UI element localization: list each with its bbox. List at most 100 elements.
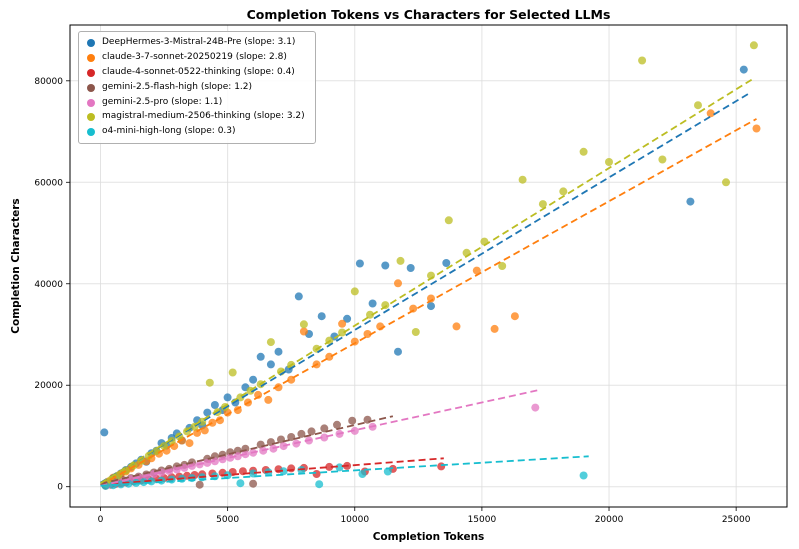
y-tick-label: 20000 (34, 381, 63, 391)
data-point (249, 479, 258, 488)
data-point (236, 479, 245, 488)
data-point (297, 429, 306, 438)
trend-line (100, 77, 755, 484)
data-point (411, 328, 420, 336)
data-point (605, 158, 613, 166)
legend-label: claude-3-7-sonnet-20250219 (slope: 2.8) (102, 51, 287, 62)
data-point (531, 403, 540, 412)
data-point (266, 338, 275, 347)
legend-marker-icon (87, 83, 95, 92)
data-point (320, 433, 329, 442)
data-point (335, 463, 344, 472)
data-point (706, 109, 715, 118)
data-point (658, 155, 667, 164)
trend-line (100, 118, 757, 486)
legend-label: gemini-2.5-pro (slope: 1.1) (102, 96, 223, 107)
data-point (200, 426, 209, 435)
data-point (287, 433, 296, 441)
trend-line (100, 455, 589, 487)
data-point (228, 368, 237, 377)
y-tick-label: 40000 (34, 280, 63, 290)
data-point (299, 320, 308, 329)
data-point (427, 302, 435, 311)
data-point (579, 471, 588, 480)
legend-marker-icon (87, 113, 95, 122)
legend-label: magistral-medium-2506-thinking (slope: 3… (102, 111, 305, 122)
data-point (538, 200, 547, 209)
data-point (409, 304, 418, 313)
data-point (579, 147, 588, 156)
data-point (368, 299, 377, 308)
data-point (287, 464, 296, 473)
legend: DeepHermes-3-Mistral-24B-Pre (slope: 3.1… (78, 31, 316, 145)
data-point (394, 347, 402, 356)
data-point (264, 395, 273, 404)
data-point (325, 462, 334, 471)
trend-line (100, 92, 750, 484)
data-point (333, 420, 341, 429)
data-point (249, 375, 258, 384)
data-point (694, 101, 702, 110)
chart-title: Completion Tokens vs Characters for Sele… (246, 7, 611, 22)
data-point (223, 393, 232, 402)
trend-line (100, 415, 394, 485)
x-tick-label: 5000 (216, 515, 239, 525)
data-point (139, 478, 148, 487)
legend-marker-icon (87, 68, 95, 77)
data-point (274, 347, 283, 356)
data-point (358, 470, 367, 478)
data-point (350, 426, 359, 435)
data-point (205, 378, 214, 387)
data-point (203, 408, 212, 417)
data-point (208, 418, 217, 427)
x-tick-label: 25000 (722, 515, 751, 525)
data-point (315, 480, 324, 489)
data-point (498, 262, 507, 270)
y-tick-label: 60000 (34, 178, 63, 188)
data-point (363, 330, 372, 338)
y-tick-label: 80000 (34, 77, 63, 87)
data-point (307, 427, 316, 436)
data-point (266, 360, 275, 369)
data-point (638, 56, 647, 65)
x-tick-label: 10000 (340, 515, 369, 525)
data-point (348, 416, 357, 425)
data-point (472, 266, 481, 275)
plot-border (69, 24, 788, 508)
trend-line (100, 457, 444, 486)
data-point (167, 437, 176, 445)
data-point (444, 216, 453, 225)
data-point (149, 470, 158, 478)
data-point (396, 256, 405, 265)
data-point (343, 314, 352, 323)
legend-label: claude-4-sonnet-0522-thinking (slope: 0.… (102, 66, 295, 77)
trend-line (100, 389, 538, 487)
data-point (366, 310, 374, 319)
data-point (739, 65, 748, 74)
data-point (559, 187, 568, 196)
data-point (510, 312, 519, 321)
legend-item: o4-mini-high-long (slope: 0.3) (87, 126, 305, 137)
data-point (312, 470, 321, 478)
data-point (317, 312, 326, 321)
data-point (383, 467, 392, 476)
y-tick-label: 0 (57, 483, 63, 493)
data-point (490, 324, 499, 333)
legend-item: claude-3-7-sonnet-20250219 (slope: 2.8) (87, 51, 305, 63)
data-point (299, 327, 308, 336)
data-point (185, 439, 194, 448)
data-point (294, 292, 303, 301)
legend-item: gemini-2.5-flash-high (slope: 1.2) (87, 82, 305, 93)
data-point (686, 197, 695, 206)
data-point (320, 424, 329, 433)
x-axis-label: Completion Tokens (372, 531, 485, 543)
data-point (350, 287, 359, 296)
data-point (452, 322, 461, 331)
data-point (180, 463, 189, 472)
legend-label: o4-mini-high-long (slope: 0.3) (102, 126, 236, 137)
x-tick-label: 0 (98, 515, 104, 525)
data-point (355, 259, 364, 268)
x-tick-label: 15000 (468, 515, 497, 525)
data-point (203, 458, 212, 467)
legend-item: magistral-medium-2506-thinking (slope: 3… (87, 112, 305, 122)
